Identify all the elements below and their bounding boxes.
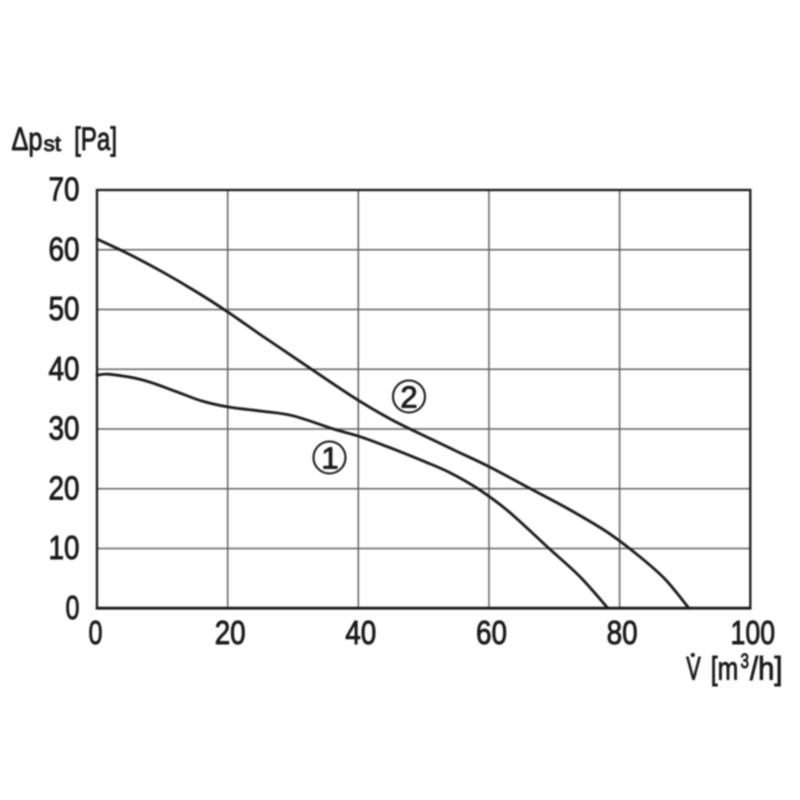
svg-text:[Pa]: [Pa]: [74, 121, 117, 157]
svg-text:20: 20: [215, 614, 246, 651]
svg-text:[m: [m: [711, 651, 739, 687]
svg-text:40: 40: [49, 350, 80, 387]
svg-text:V: V: [686, 651, 701, 687]
svg-text:0: 0: [89, 614, 103, 651]
svg-text:20: 20: [49, 469, 80, 506]
svg-text:0: 0: [66, 589, 80, 626]
svg-text:1: 1: [321, 440, 338, 475]
svg-text:60: 60: [49, 230, 80, 267]
svg-text:80: 80: [607, 614, 638, 651]
svg-text:3: 3: [741, 650, 750, 673]
svg-text:50: 50: [49, 290, 80, 327]
svg-text:100: 100: [731, 614, 776, 651]
svg-text:10: 10: [49, 529, 80, 566]
svg-text:st: st: [44, 133, 62, 156]
svg-text:40: 40: [345, 614, 376, 651]
svg-text:/h]: /h]: [750, 651, 783, 687]
svg-text:30: 30: [49, 410, 80, 447]
svg-text:Δp: Δp: [12, 121, 43, 157]
svg-text:70: 70: [49, 171, 80, 208]
svg-text:2: 2: [400, 379, 417, 414]
svg-text:60: 60: [476, 614, 507, 651]
